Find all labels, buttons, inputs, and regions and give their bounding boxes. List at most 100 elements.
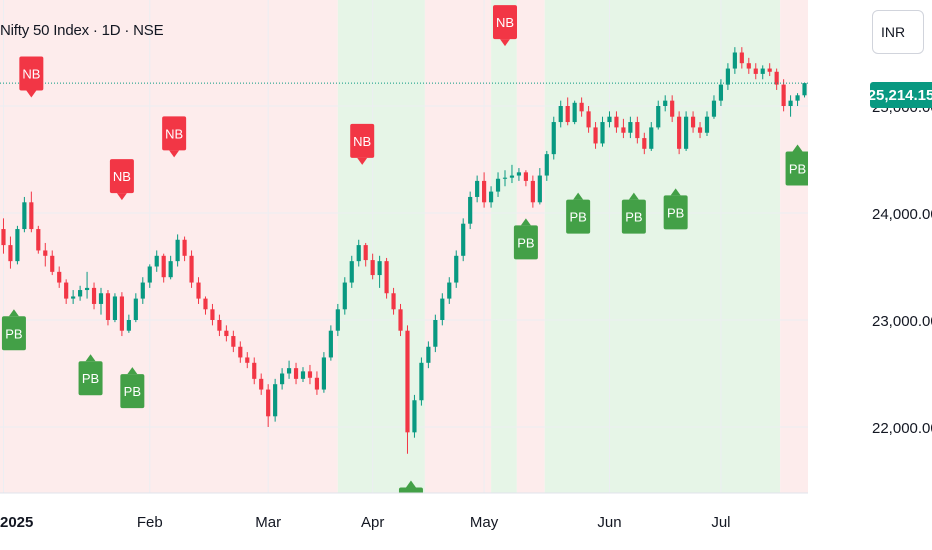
candle-body — [711, 100, 717, 117]
candle-body — [161, 255, 166, 278]
candle-body — [495, 178, 501, 192]
nb-signal: NB — [162, 116, 187, 158]
candle-body — [105, 293, 111, 320]
pb-signal-pointer — [405, 480, 416, 488]
pb-signal: PB — [663, 188, 688, 230]
candle-body — [530, 180, 535, 203]
candle-body — [433, 320, 438, 347]
candle-body — [273, 384, 278, 417]
candle-body — [50, 255, 55, 272]
bull-zone — [337, 0, 425, 493]
pb-signal-pointer — [8, 309, 19, 317]
candle-body — [663, 100, 668, 106]
candle-body — [746, 63, 751, 69]
nb-signal-pointer — [26, 90, 37, 98]
candle-body — [405, 330, 410, 433]
currency-button[interactable]: INR — [872, 10, 924, 54]
candle-body — [182, 239, 187, 256]
candle-body — [175, 239, 180, 262]
nb-signal-pointer — [169, 150, 180, 158]
candle-body — [335, 309, 340, 331]
candle-body — [482, 180, 487, 203]
pb-signal: PB — [621, 192, 646, 234]
candle-body — [739, 52, 744, 64]
candle-body — [558, 106, 563, 123]
candle-body — [266, 389, 271, 417]
candle-body — [677, 116, 682, 149]
candle-body — [537, 175, 542, 203]
candle-body — [224, 330, 229, 337]
pb-signal-pointer — [670, 188, 681, 196]
candle-body — [628, 122, 633, 133]
candle-body — [217, 320, 222, 331]
nb-signal-label: NB — [22, 66, 40, 81]
candle-body — [760, 68, 765, 74]
candle-body — [551, 122, 556, 155]
candle-body — [391, 293, 396, 310]
candle-body — [196, 282, 201, 299]
candle-body — [147, 266, 152, 283]
candle-body — [112, 296, 118, 320]
candle-body — [293, 368, 299, 379]
candle-body — [509, 175, 515, 178]
candle-body — [203, 298, 208, 310]
candle-body — [718, 84, 724, 101]
time-axis-tick: Feb — [137, 514, 163, 531]
pb-signal-box — [1, 316, 26, 351]
nb-signal-label: NB — [496, 15, 514, 30]
candle-body — [523, 172, 528, 181]
candle-body — [314, 377, 320, 390]
pb-signal-box — [120, 374, 145, 409]
nb-signal-box — [162, 116, 187, 151]
pb-signal-pointer — [520, 218, 531, 226]
pb-signal-pointer — [127, 367, 138, 375]
nb-signal: NB — [493, 5, 517, 47]
pb-signal-label: PB — [124, 384, 141, 399]
candle-body — [586, 111, 591, 128]
pb-signal: PB — [785, 144, 810, 186]
candle-body — [133, 298, 138, 320]
candle-body — [71, 296, 76, 299]
candle-body — [670, 100, 675, 117]
candle-body — [802, 83, 807, 96]
candle-body — [690, 116, 696, 128]
pb-signal-label: PB — [625, 210, 642, 225]
candle-body — [363, 245, 368, 261]
candle-body — [614, 116, 619, 128]
candle-body — [280, 373, 285, 385]
candle-body — [370, 260, 375, 276]
candle-body — [565, 106, 570, 123]
pb-signal-box — [513, 225, 538, 260]
price-axis-tick: 22,000.00 — [872, 420, 932, 437]
bear-zone — [424, 0, 492, 493]
pb-signal-pointer — [85, 354, 96, 362]
pb-signal: PB — [566, 192, 591, 234]
nb-signal-label: NB — [165, 126, 183, 141]
pb-signal-label: PB — [789, 162, 806, 177]
candle-body — [321, 357, 326, 390]
bull-zone — [544, 0, 781, 493]
nb-signal-box — [109, 159, 134, 194]
candle-body — [8, 245, 13, 262]
last-price-label: 25,214.15 — [868, 82, 932, 108]
pb-signal-box — [621, 199, 646, 234]
bear-zone — [780, 0, 808, 493]
candle-body — [621, 127, 626, 133]
candle-body — [774, 71, 779, 85]
candle-body — [286, 368, 292, 374]
candle-body — [91, 287, 97, 304]
candle-body — [642, 138, 647, 149]
candle-body — [426, 346, 431, 363]
nb-signal-pointer — [116, 193, 127, 201]
candle-body — [84, 287, 90, 291]
pb-signal-pointer — [628, 192, 639, 200]
candle-body — [210, 309, 215, 320]
pb-signal-label: PB — [5, 326, 22, 341]
candle-body — [788, 100, 793, 106]
time-axis-bg — [0, 493, 932, 550]
candle-body — [607, 116, 612, 123]
candle-body — [468, 196, 473, 224]
pb-signal: PB — [1, 309, 26, 351]
candle-body — [36, 229, 41, 251]
